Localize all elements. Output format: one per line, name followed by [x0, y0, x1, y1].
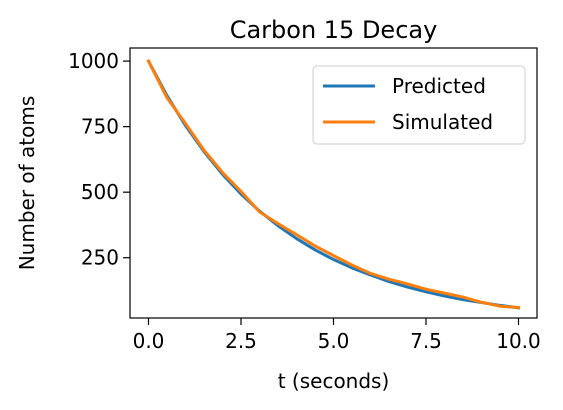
x-tick-label: 7.5 — [410, 329, 442, 353]
legend: Predicted Simulated — [312, 65, 526, 145]
y-axis-label: Number of atoms — [15, 96, 39, 271]
y-tick-label: 500 — [81, 180, 119, 204]
legend-label-simulated: Simulated — [392, 110, 493, 134]
x-axis: 0.0 2.5 5.0 7.5 10.0 — [133, 318, 541, 353]
x-tick-label: 10.0 — [496, 329, 541, 353]
series-layer — [146, 59, 521, 310]
x-tick-label: 5.0 — [318, 329, 350, 353]
y-axis: 250 500 750 1000 — [68, 49, 130, 270]
x-axis-label: t (seconds) — [278, 369, 390, 393]
legend-label-predicted: Predicted — [392, 74, 486, 98]
y-tick-label: 750 — [81, 115, 119, 139]
y-tick-label: 1000 — [68, 49, 119, 73]
y-tick-label: 250 — [81, 246, 119, 270]
x-tick-label: 0.0 — [133, 329, 165, 353]
x-tick-label: 2.5 — [225, 329, 257, 353]
chart-title: Carbon 15 Decay — [230, 16, 438, 44]
series-line-simulated — [146, 59, 521, 310]
